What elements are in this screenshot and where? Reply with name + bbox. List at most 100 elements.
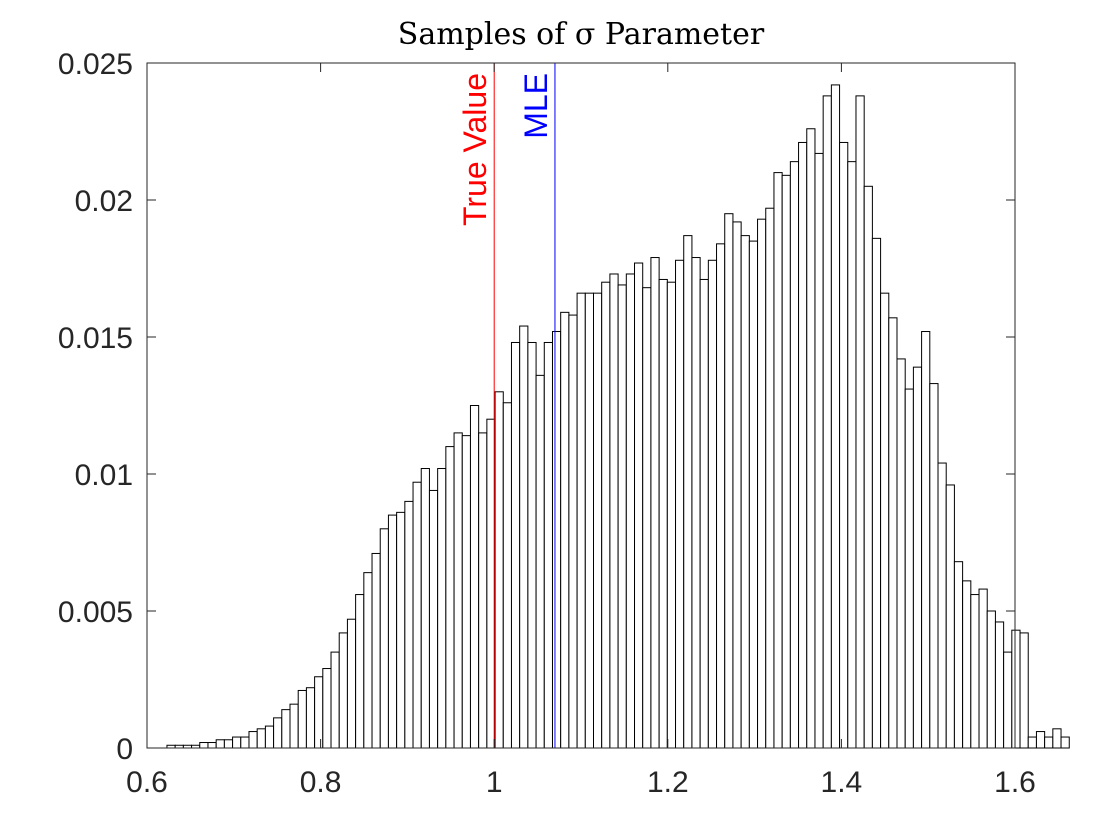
histogram-bar xyxy=(634,262,644,749)
histogram-bar xyxy=(732,221,742,749)
histogram-bar xyxy=(199,742,209,749)
x-tick-label: 0.6 xyxy=(126,766,168,799)
histogram-bar xyxy=(396,511,406,749)
histogram-bar xyxy=(888,317,898,749)
histogram-bar xyxy=(453,432,463,749)
histogram-bar xyxy=(314,676,324,749)
histogram-bar xyxy=(1035,731,1046,749)
histogram-bar xyxy=(560,311,570,749)
histogram-bar xyxy=(945,484,955,749)
histogram-bar xyxy=(428,489,439,749)
x-tick-label: 1.6 xyxy=(994,766,1036,799)
y-tick-label: 0.025 xyxy=(58,48,133,81)
histogram-bar xyxy=(962,580,972,749)
histogram-bar xyxy=(880,292,890,749)
histogram-bar xyxy=(970,594,980,749)
histogram-bar xyxy=(830,84,841,749)
histogram-bar xyxy=(1052,728,1062,749)
histogram-bar xyxy=(781,174,791,749)
histogram-bar xyxy=(207,742,217,749)
histogram-bar xyxy=(502,402,512,749)
histogram-bar xyxy=(724,213,734,749)
histogram-bar xyxy=(921,331,931,749)
x-axis-ticks: 0.6 0.8 1 1.2 1.4 1.6 xyxy=(126,63,1036,799)
histogram-bar xyxy=(625,273,636,749)
histogram-bar xyxy=(675,259,685,749)
histogram-bar xyxy=(986,610,996,749)
histogram-bar xyxy=(912,366,923,749)
histogram-bar xyxy=(510,341,521,749)
annotation-label: True Value xyxy=(457,73,493,226)
histogram-bar xyxy=(273,717,283,749)
histogram-bar xyxy=(437,468,447,749)
histogram-bar xyxy=(232,736,242,749)
histogram-bar xyxy=(371,552,381,749)
histogram-bar xyxy=(256,728,266,749)
histogram-bar xyxy=(240,736,250,749)
y-tick-label: 0.015 xyxy=(58,322,133,355)
histogram-bar xyxy=(379,528,389,749)
histogram-bar xyxy=(740,235,750,749)
x-tick-label: 1.4 xyxy=(821,766,863,799)
histogram-bar xyxy=(551,331,562,749)
histogram-bar xyxy=(527,341,537,749)
histogram-bar xyxy=(576,292,586,749)
histogram-bar xyxy=(478,432,488,749)
histogram-bar xyxy=(609,273,619,749)
histogram-bar xyxy=(863,185,873,749)
histogram-bar xyxy=(929,383,939,749)
histogram-bar xyxy=(1011,629,1021,749)
histogram-bar xyxy=(387,514,398,749)
histogram-bar xyxy=(305,687,316,749)
histogram-bar xyxy=(773,172,783,749)
histogram-bar xyxy=(978,588,988,749)
histogram-bar xyxy=(1044,736,1054,749)
histogram-bar xyxy=(445,446,455,749)
histogram-bar xyxy=(855,95,865,749)
y-axis-ticks: 0 0.005 0.01 0.015 0.02 0.025 xyxy=(58,48,1015,766)
histogram-bar xyxy=(716,243,726,749)
histogram-bar xyxy=(593,292,603,749)
histogram-bar xyxy=(297,689,307,749)
histogram-bar xyxy=(215,739,225,749)
histogram-bar xyxy=(289,703,299,749)
histogram-bar xyxy=(519,325,529,749)
y-tick-label: 0.005 xyxy=(58,596,133,629)
histogram-bar xyxy=(322,668,332,749)
histogram-bar xyxy=(355,594,365,749)
annotation-lines xyxy=(493,63,556,748)
histogram-bar xyxy=(839,141,849,749)
histogram-bar xyxy=(798,141,808,749)
histogram-bar xyxy=(707,259,718,749)
histogram-bar xyxy=(642,287,652,749)
y-tick-label: 0.01 xyxy=(75,459,133,492)
histogram-bar xyxy=(806,128,816,749)
x-tick-label: 1.2 xyxy=(647,766,689,799)
axes-box xyxy=(146,62,1016,749)
histogram-bar xyxy=(847,161,857,749)
histogram-bar xyxy=(937,462,947,749)
histogram-bar xyxy=(461,435,471,749)
histogram-bar xyxy=(789,161,800,749)
histogram-bar xyxy=(404,500,414,749)
histogram-bar xyxy=(1019,632,1029,749)
histogram-bar xyxy=(658,278,668,749)
y-tick-label: 0.02 xyxy=(75,185,133,218)
histogram-bar xyxy=(281,709,291,749)
histogram-bar xyxy=(1060,736,1070,749)
histogram-bar xyxy=(330,651,340,749)
histogram-bar xyxy=(412,481,422,749)
histogram-bar xyxy=(264,725,275,749)
histogram-bar xyxy=(765,207,775,749)
x-tick-label: 0.8 xyxy=(300,766,342,799)
histogram-bar xyxy=(896,358,906,749)
y-tick-label: 0 xyxy=(116,733,133,766)
histogram-bar xyxy=(904,388,914,749)
x-tick-label: 1 xyxy=(486,766,503,799)
histogram-bar xyxy=(748,240,759,749)
histogram-bar xyxy=(1027,736,1037,749)
histogram-bar xyxy=(469,405,480,749)
histogram-bar xyxy=(420,468,430,749)
histogram-bar xyxy=(1003,651,1013,749)
